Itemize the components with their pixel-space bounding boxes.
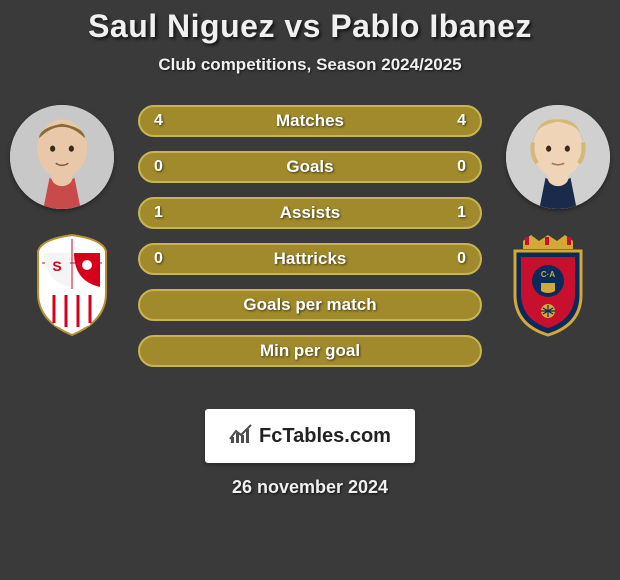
club-left-badge: S (20, 233, 124, 337)
comparison-area: S C·A (10, 105, 610, 395)
stat-bars: 4 Matches 4 0 Goals 0 1 Assists 1 0 Hattricks 0 Goal… (138, 105, 482, 381)
stat-row: 1 Assists 1 (138, 197, 482, 229)
stat-label: Matches (276, 111, 344, 131)
chart-icon (229, 423, 253, 449)
player-right-face-icon (506, 105, 610, 209)
stat-label: Goals (286, 157, 333, 177)
footer-brand-badge: FcTables.com (205, 409, 415, 463)
stat-label: Hattricks (274, 249, 347, 269)
osasuna-crest-icon: C·A (503, 233, 593, 337)
page-title: Saul Niguez vs Pablo Ibanez (10, 0, 610, 45)
sevilla-crest-icon: S (30, 233, 114, 337)
stat-value-right: 1 (457, 204, 466, 222)
player-left-face-icon (10, 105, 114, 209)
svg-text:S: S (52, 258, 61, 274)
footer-brand-text: FcTables.com (259, 425, 391, 448)
stat-value-left: 0 (154, 250, 163, 268)
date-label: 26 november 2024 (10, 477, 610, 498)
stat-value-right: 4 (457, 112, 466, 130)
player-right-avatar (506, 105, 610, 209)
stat-value-left: 0 (154, 158, 163, 176)
stat-row: 0 Hattricks 0 (138, 243, 482, 275)
stat-row: Goals per match (138, 289, 482, 321)
club-right-badge: C·A (496, 233, 600, 337)
stat-label: Min per goal (260, 341, 360, 361)
stat-value-right: 0 (457, 250, 466, 268)
stat-row: 0 Goals 0 (138, 151, 482, 183)
player-left-avatar (10, 105, 114, 209)
stat-label: Goals per match (243, 295, 376, 315)
stat-value-right: 0 (457, 158, 466, 176)
subtitle: Club competitions, Season 2024/2025 (10, 55, 610, 75)
svg-text:C·A: C·A (541, 270, 555, 279)
stat-value-left: 4 (154, 112, 163, 130)
stat-row: 4 Matches 4 (138, 105, 482, 137)
stat-row: Min per goal (138, 335, 482, 367)
stat-value-left: 1 (154, 204, 163, 222)
stat-label: Assists (280, 203, 340, 223)
